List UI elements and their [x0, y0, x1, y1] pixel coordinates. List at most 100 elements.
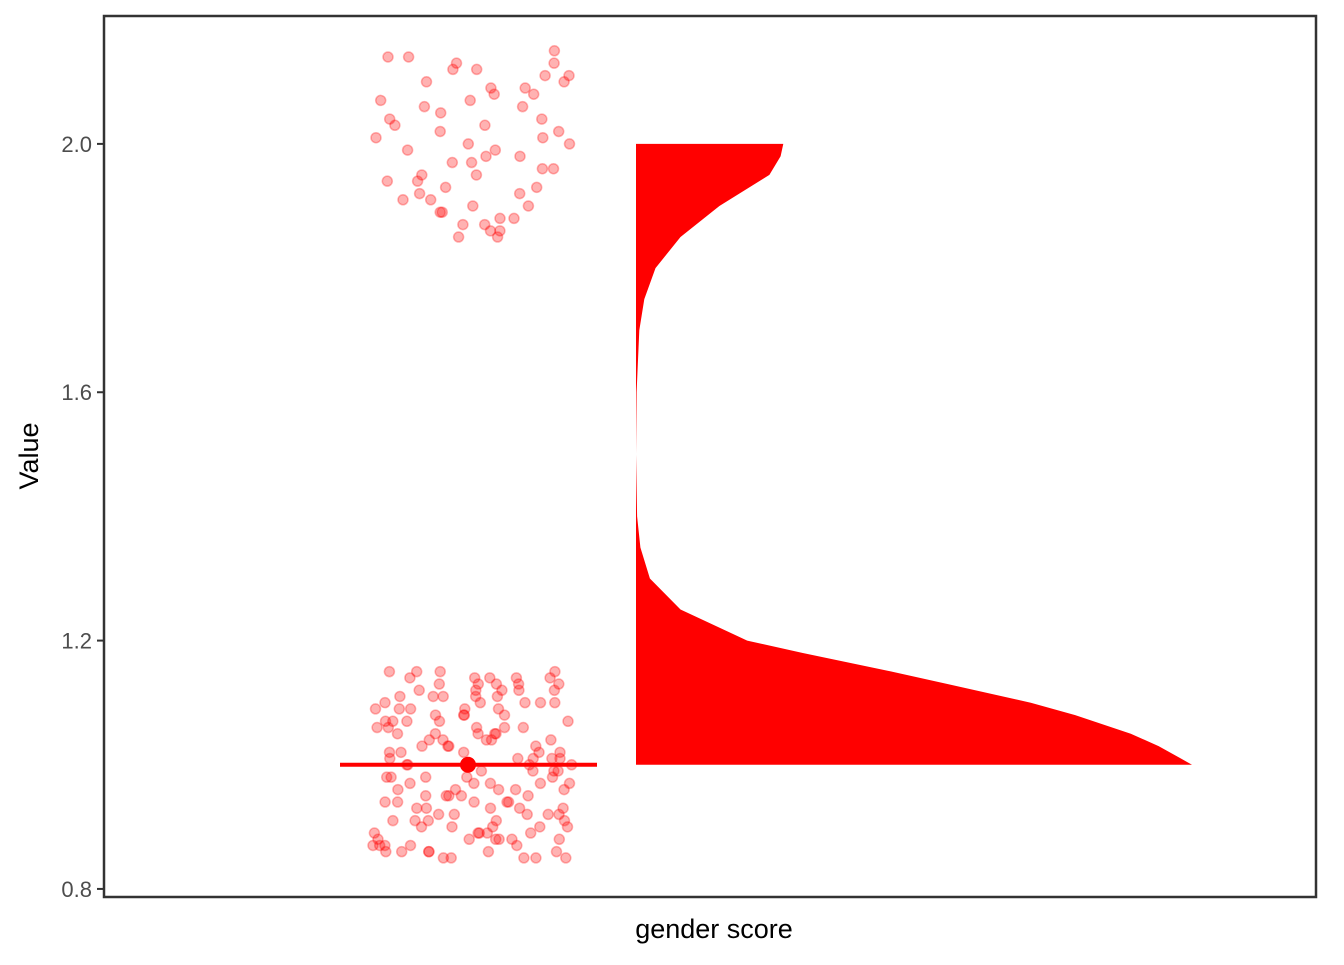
data-point — [432, 808, 445, 821]
data-point — [519, 696, 531, 709]
data-point — [419, 771, 432, 783]
data-point — [397, 194, 409, 206]
data-point — [512, 678, 525, 690]
data-point — [468, 796, 480, 808]
data-point — [546, 752, 558, 765]
data-point — [560, 852, 572, 864]
data-point — [442, 740, 454, 752]
data-point — [472, 827, 484, 839]
data-point — [434, 206, 446, 218]
data-point — [383, 113, 396, 125]
data-point — [562, 715, 574, 728]
data-point — [517, 721, 530, 734]
data-point — [549, 665, 561, 678]
data-point — [548, 57, 560, 69]
data-point — [498, 709, 511, 721]
data-point — [391, 727, 404, 740]
data-point — [389, 119, 401, 132]
data-point — [416, 169, 428, 181]
data-point — [537, 131, 549, 144]
data-point — [433, 715, 446, 728]
y-tick-label: 2.0 — [61, 132, 92, 157]
data-point — [534, 777, 547, 790]
data-point — [395, 845, 408, 858]
data-point — [429, 727, 442, 740]
data-point — [409, 814, 421, 827]
data-point — [467, 200, 479, 212]
data-point — [527, 88, 540, 100]
data-point — [413, 187, 426, 200]
data-point — [424, 194, 437, 206]
data-point — [436, 206, 448, 218]
data-point — [530, 181, 543, 194]
data-point — [385, 771, 397, 783]
data-point — [439, 181, 452, 194]
data-point — [563, 69, 575, 82]
data-point — [470, 721, 483, 734]
data-point — [449, 783, 462, 796]
data-point — [379, 796, 391, 808]
data-point — [437, 690, 449, 703]
data-point — [546, 771, 559, 783]
y-axis-label: Value — [14, 422, 44, 489]
data-point — [395, 746, 407, 759]
data-point — [379, 715, 392, 728]
data-point — [494, 212, 506, 225]
data-point — [490, 727, 502, 740]
data-point — [489, 727, 501, 740]
data-point — [380, 845, 392, 858]
data-point — [534, 696, 547, 709]
data-point — [434, 125, 446, 138]
data-point — [484, 672, 496, 684]
data-point — [468, 777, 480, 790]
data-point — [437, 734, 449, 746]
data-point — [511, 839, 523, 852]
data-point — [464, 94, 476, 107]
data-point — [557, 802, 569, 814]
y-tick-label: 0.8 — [61, 877, 92, 902]
data-point — [496, 684, 508, 697]
data-point — [549, 696, 561, 709]
data-point — [413, 684, 425, 697]
y-tick-label: 1.6 — [61, 380, 92, 405]
data-point — [486, 821, 499, 833]
data-point — [510, 672, 523, 684]
data-point — [473, 827, 486, 839]
data-point — [369, 703, 382, 715]
data-point — [554, 746, 566, 759]
data-point — [458, 709, 471, 721]
data-point — [521, 808, 533, 821]
data-point — [548, 45, 561, 57]
data-point — [379, 839, 391, 852]
data-point — [415, 821, 428, 833]
data-point — [472, 727, 484, 740]
data-point — [443, 790, 455, 802]
data-point — [469, 690, 482, 703]
data-point — [367, 839, 379, 852]
data-point — [513, 684, 525, 697]
data-point — [470, 63, 483, 76]
data-point — [447, 63, 459, 76]
data-point — [457, 709, 470, 721]
data-point — [370, 131, 382, 144]
data-point — [501, 796, 513, 808]
data-point — [462, 138, 475, 150]
data-point — [530, 852, 542, 864]
data-point — [404, 839, 417, 852]
data-point — [391, 796, 404, 808]
data-point — [558, 783, 570, 796]
data-point — [530, 740, 542, 752]
data-point — [553, 808, 565, 821]
data-point — [371, 721, 383, 734]
data-point — [452, 231, 465, 243]
data-point — [455, 790, 468, 802]
data-point — [519, 82, 531, 94]
data-point — [544, 672, 556, 684]
data-point — [547, 162, 560, 175]
data-point — [478, 218, 491, 231]
data-point — [484, 777, 497, 790]
data-point — [450, 57, 463, 69]
data-point — [539, 69, 551, 82]
